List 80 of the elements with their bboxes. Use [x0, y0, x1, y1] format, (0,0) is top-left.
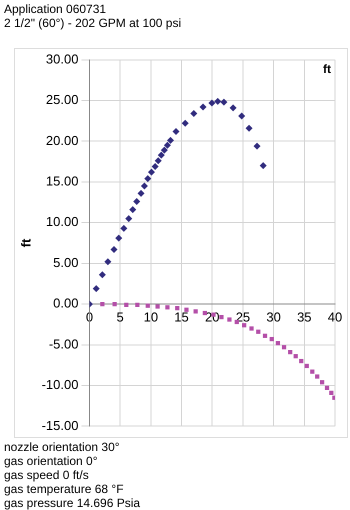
- point: [120, 224, 128, 232]
- y-tick-label: -5.00: [48, 336, 78, 352]
- point: [166, 136, 174, 144]
- point: [140, 182, 148, 190]
- text: gas temperature 68 °F: [4, 482, 125, 496]
- point: [138, 190, 145, 197]
- point: [135, 302, 140, 307]
- point: [92, 285, 100, 292]
- point: [246, 124, 253, 132]
- point: [276, 341, 280, 346]
- y-tick-label: 5.00: [53, 254, 78, 270]
- point: [208, 99, 216, 106]
- point: [146, 304, 150, 308]
- point: [238, 112, 246, 120]
- y-tick-label: 0.00: [53, 296, 78, 311]
- text: gas pressure 14.696 Psia: [4, 496, 140, 510]
- point: [158, 152, 165, 159]
- point: [98, 271, 106, 278]
- point: [154, 157, 162, 164]
- point: [220, 98, 228, 106]
- point: [262, 334, 268, 338]
- point: [315, 374, 320, 379]
- y-tick-label: -10.00: [42, 377, 78, 392]
- point: [110, 246, 118, 254]
- point: [144, 175, 152, 182]
- point: [304, 364, 309, 368]
- point: [310, 370, 314, 374]
- x-tick-label: 5: [116, 309, 124, 324]
- text: gas speed 0 ft/s: [4, 468, 90, 482]
- point: [124, 302, 128, 307]
- point: [320, 380, 324, 384]
- point: [256, 330, 260, 334]
- point: [190, 110, 198, 118]
- point: [100, 302, 104, 306]
- point: [194, 309, 198, 314]
- point: [214, 98, 222, 105]
- y-axis-title: ft: [18, 238, 34, 248]
- point: [282, 345, 286, 350]
- x-tick-label: 40: [328, 309, 342, 324]
- y-tick-label: 25.00: [46, 92, 78, 108]
- point: [230, 104, 237, 112]
- y-tick-label: -15.00: [42, 418, 78, 433]
- annotation: ft: [323, 62, 331, 76]
- chart-subtitle: 2 1/2" (60°) - 202 GPM at 100 psi: [4, 16, 182, 30]
- point: [332, 396, 335, 400]
- point: [148, 168, 155, 176]
- point: [125, 215, 132, 222]
- point: [172, 128, 180, 135]
- point: [299, 358, 304, 364]
- x-tick-label: 35: [297, 309, 312, 324]
- point: [200, 104, 207, 111]
- point: [329, 390, 334, 395]
- text: nozzle orientation 30°: [4, 440, 121, 454]
- point: [288, 350, 292, 354]
- point: [242, 323, 246, 328]
- x-tick-label: 10: [144, 309, 158, 324]
- y-tick-label: 10.00: [46, 214, 78, 230]
- point: [112, 302, 117, 306]
- x-tick-label: 30: [266, 309, 281, 324]
- point: [270, 336, 274, 342]
- point: [260, 162, 267, 170]
- point: [164, 142, 171, 149]
- x-tick-label: 15: [174, 309, 189, 324]
- point: [129, 206, 136, 214]
- point: [165, 305, 170, 310]
- point: [160, 146, 168, 154]
- text: gas orientation 0°: [4, 454, 99, 468]
- point: [294, 354, 298, 358]
- point: [133, 198, 140, 205]
- point: [152, 162, 159, 170]
- y-tick-label: 20.00: [46, 132, 78, 148]
- point: [184, 308, 189, 312]
- point: [104, 258, 112, 266]
- chart-title: Application 060731: [4, 2, 108, 16]
- point: [115, 234, 122, 242]
- y-tick-label: 30.00: [46, 51, 78, 66]
- point: [254, 142, 261, 150]
- y-tick-label: 15.00: [46, 174, 78, 189]
- point: [175, 306, 180, 310]
- point: [182, 120, 189, 127]
